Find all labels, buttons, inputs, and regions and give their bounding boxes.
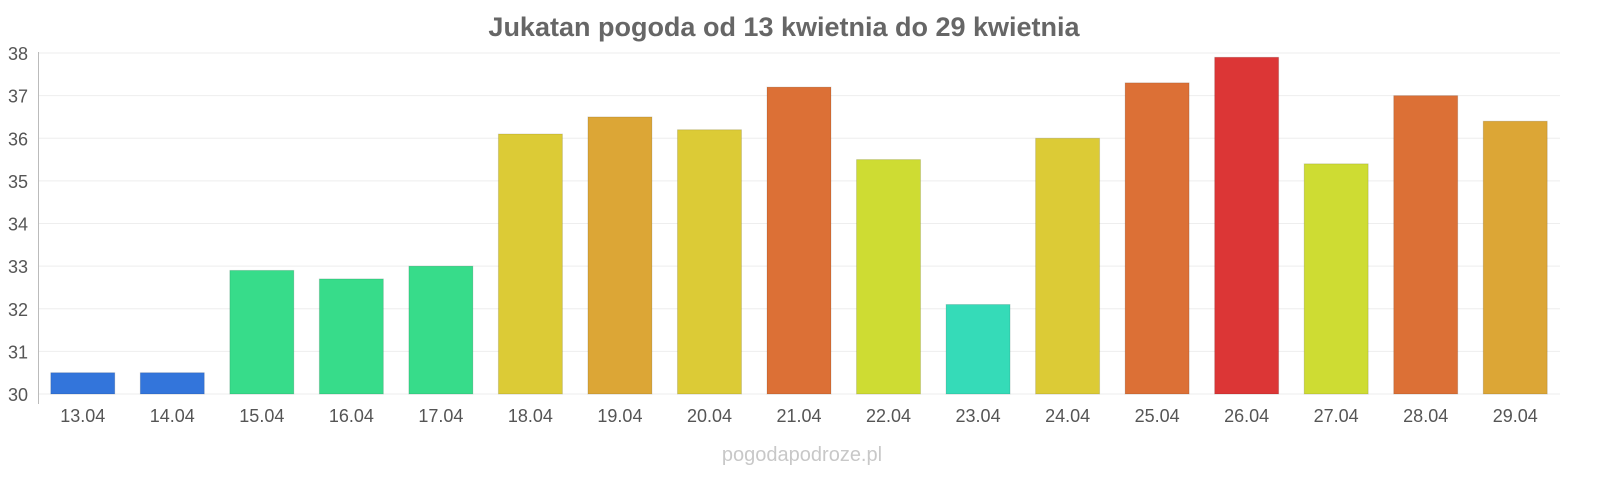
bar — [139, 372, 205, 395]
bar — [1393, 95, 1459, 395]
bar — [1124, 82, 1190, 395]
x-tick-label: 17.04 — [418, 406, 463, 426]
chart-title: Jukatan pogoda od 13 kwietnia do 29 kwie… — [488, 12, 1080, 42]
x-tick-label: 27.04 — [1314, 406, 1359, 426]
x-tick-label: 24.04 — [1045, 406, 1090, 426]
x-tick-label: 18.04 — [508, 406, 553, 426]
y-tick-label: 35 — [8, 172, 28, 192]
bar — [497, 133, 563, 395]
bar — [408, 265, 474, 395]
bar — [1482, 120, 1548, 395]
x-tick-label: 22.04 — [866, 406, 911, 426]
x-tick-label: 28.04 — [1403, 406, 1448, 426]
x-tick-label: 16.04 — [329, 406, 374, 426]
x-tick-label: 20.04 — [687, 406, 732, 426]
y-tick-label: 37 — [8, 87, 28, 107]
bar — [1303, 163, 1369, 395]
x-tick-label: 13.04 — [60, 406, 105, 426]
bar — [587, 116, 653, 395]
x-axis-ticks: 13.04 14.04 15.04 16.04 17.04 18.04 19.04 20.04… — [60, 406, 1538, 426]
x-tick-label: 25.04 — [1135, 406, 1180, 426]
bar — [945, 303, 1011, 395]
x-tick-label: 14.04 — [150, 406, 195, 426]
y-axis-ticks: 30 31 32 33 34 35 36 37 38 — [8, 44, 28, 405]
y-tick-label: 30 — [8, 385, 28, 405]
bars — [50, 56, 1548, 395]
y-tick-label: 36 — [8, 129, 28, 149]
bar — [856, 159, 922, 395]
bar — [318, 278, 384, 395]
bar — [676, 129, 742, 395]
bar — [50, 372, 116, 395]
bar — [229, 269, 295, 395]
x-tick-label: 29.04 — [1493, 406, 1538, 426]
x-tick-label: 26.04 — [1224, 406, 1269, 426]
x-tick-label: 23.04 — [956, 406, 1001, 426]
bar — [1214, 56, 1280, 395]
bar — [766, 86, 832, 395]
y-tick-label: 31 — [8, 342, 28, 362]
x-tick-label: 19.04 — [597, 406, 642, 426]
y-tick-label: 32 — [8, 300, 28, 320]
y-tick-label: 34 — [8, 215, 28, 235]
bar — [1035, 137, 1101, 395]
x-tick-label: 15.04 — [239, 406, 284, 426]
watermark: pogodapodroze.pl — [722, 444, 882, 466]
y-tick-label: 33 — [8, 257, 28, 277]
x-tick-label: 21.04 — [776, 406, 821, 426]
y-tick-label: 38 — [8, 44, 28, 64]
